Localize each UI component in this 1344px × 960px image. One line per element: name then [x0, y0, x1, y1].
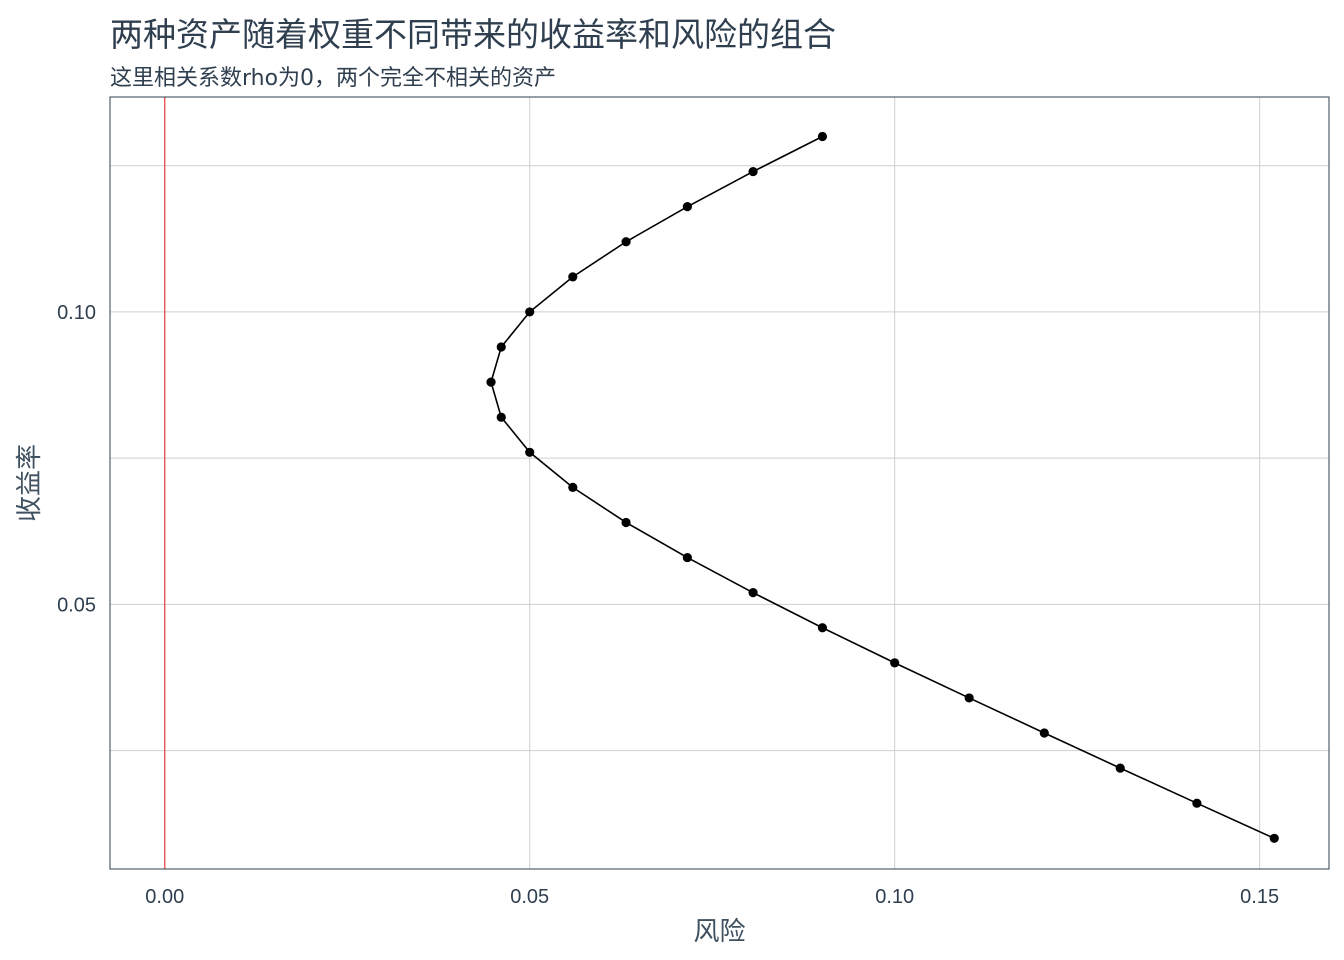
data-point — [568, 272, 578, 282]
data-point — [496, 342, 506, 352]
data-point — [682, 202, 692, 212]
data-point — [817, 623, 828, 633]
data-point — [1269, 833, 1279, 843]
data-point — [964, 693, 974, 703]
data-point — [486, 377, 496, 387]
data-point — [748, 588, 758, 598]
data-point — [1115, 763, 1125, 773]
data-point — [568, 482, 578, 492]
data-point — [496, 412, 506, 422]
data-point — [621, 237, 631, 247]
plot-panel — [109, 96, 1330, 870]
data-point — [1039, 728, 1049, 738]
x-tick-label: 0.05 — [510, 886, 549, 908]
data-point — [748, 166, 758, 177]
series-layer — [486, 131, 1279, 843]
y-tick-label: 0.10 — [57, 302, 96, 324]
data-point — [525, 307, 535, 317]
x-axis-ticks: 0.00 0.05 0.10 0.15 — [145, 886, 1279, 908]
data-point — [682, 552, 692, 563]
chart-subtitle: 这里相关系数rho为0，两个完全不相关的资产 — [110, 66, 556, 91]
data-point — [1192, 798, 1202, 808]
data-point — [525, 447, 535, 457]
data-point — [890, 658, 900, 668]
x-tick-label: 0.15 — [1240, 886, 1279, 908]
gridlines — [110, 97, 1329, 869]
y-tick-label: 0.05 — [57, 594, 96, 616]
x-axis-title: 风险 — [693, 917, 745, 947]
x-tick-label: 0.00 — [145, 886, 184, 908]
data-point — [817, 131, 828, 142]
panel-border — [109, 96, 1330, 870]
y-axis-title: 收益率 — [15, 444, 45, 522]
y-axis-ticks: 0.05 0.10 — [57, 302, 96, 616]
data-point — [621, 517, 631, 528]
series-line-0 — [490, 135, 1275, 840]
x-tick-label: 0.10 — [875, 886, 914, 908]
chart-title: 两种资产随着权重不同带来的收益率和风险的组合 — [110, 15, 836, 54]
